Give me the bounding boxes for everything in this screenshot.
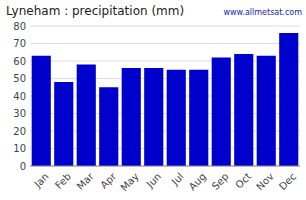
chart: 0 10 20 30 40 50 60 70 80 JanFebMarAprMayJun JulAu… [0,0,306,200]
bar [257,56,276,166]
x-tick-label: Jun [144,171,164,191]
y-tick-label: 10 [13,143,26,154]
title: Lyneham : precipitation (mm) [6,4,184,18]
y-axis: 0 10 20 30 40 50 60 70 80 [13,21,300,172]
x-tick-label: Nov [254,171,276,193]
x-tick-label: Jan [31,171,50,190]
grid-line [30,26,300,27]
x-tick-label: Oct [233,171,253,191]
bar [77,65,96,167]
x-axis: JanFebMarAprMayJun JulAugSepOctNovDec [31,170,298,193]
x-tick-label: May [118,171,140,193]
x-tick-label: Dec [277,171,298,192]
x-tick-label: Jul [169,171,186,188]
x-tick-label: Aug [187,171,209,193]
y-tick-label: 60 [13,56,26,67]
bar [32,56,51,166]
bars [32,33,299,166]
bar [144,68,163,166]
y-tick-label: 80 [13,21,26,32]
bar [54,82,73,166]
x-tick-label: Mar [75,170,97,192]
y-tick-label: 40 [13,91,26,102]
bar [167,70,186,166]
x-axis-line [30,166,300,167]
x-tick-label: Apr [98,170,119,191]
bar [189,70,208,166]
bar [212,58,231,167]
x-tick-label: Sep [210,171,231,192]
y-tick-label: 50 [13,73,26,84]
y-tick-label: 20 [13,126,26,137]
y-tick-label: 30 [13,108,26,119]
grid-line [30,43,300,44]
annotation: www.allmetsat.com [224,8,303,17]
bar [122,68,141,166]
bar [234,54,253,166]
y-tick-label: 70 [13,38,26,49]
y-tick-label: 0 [20,161,26,172]
bar [279,33,298,166]
grid-line [30,166,300,167]
bar [99,87,118,166]
chart-container: 0 10 20 30 40 50 60 70 80 JanFebMarAprMayJun JulAu… [0,0,306,200]
x-tick-label: Feb [53,171,73,191]
